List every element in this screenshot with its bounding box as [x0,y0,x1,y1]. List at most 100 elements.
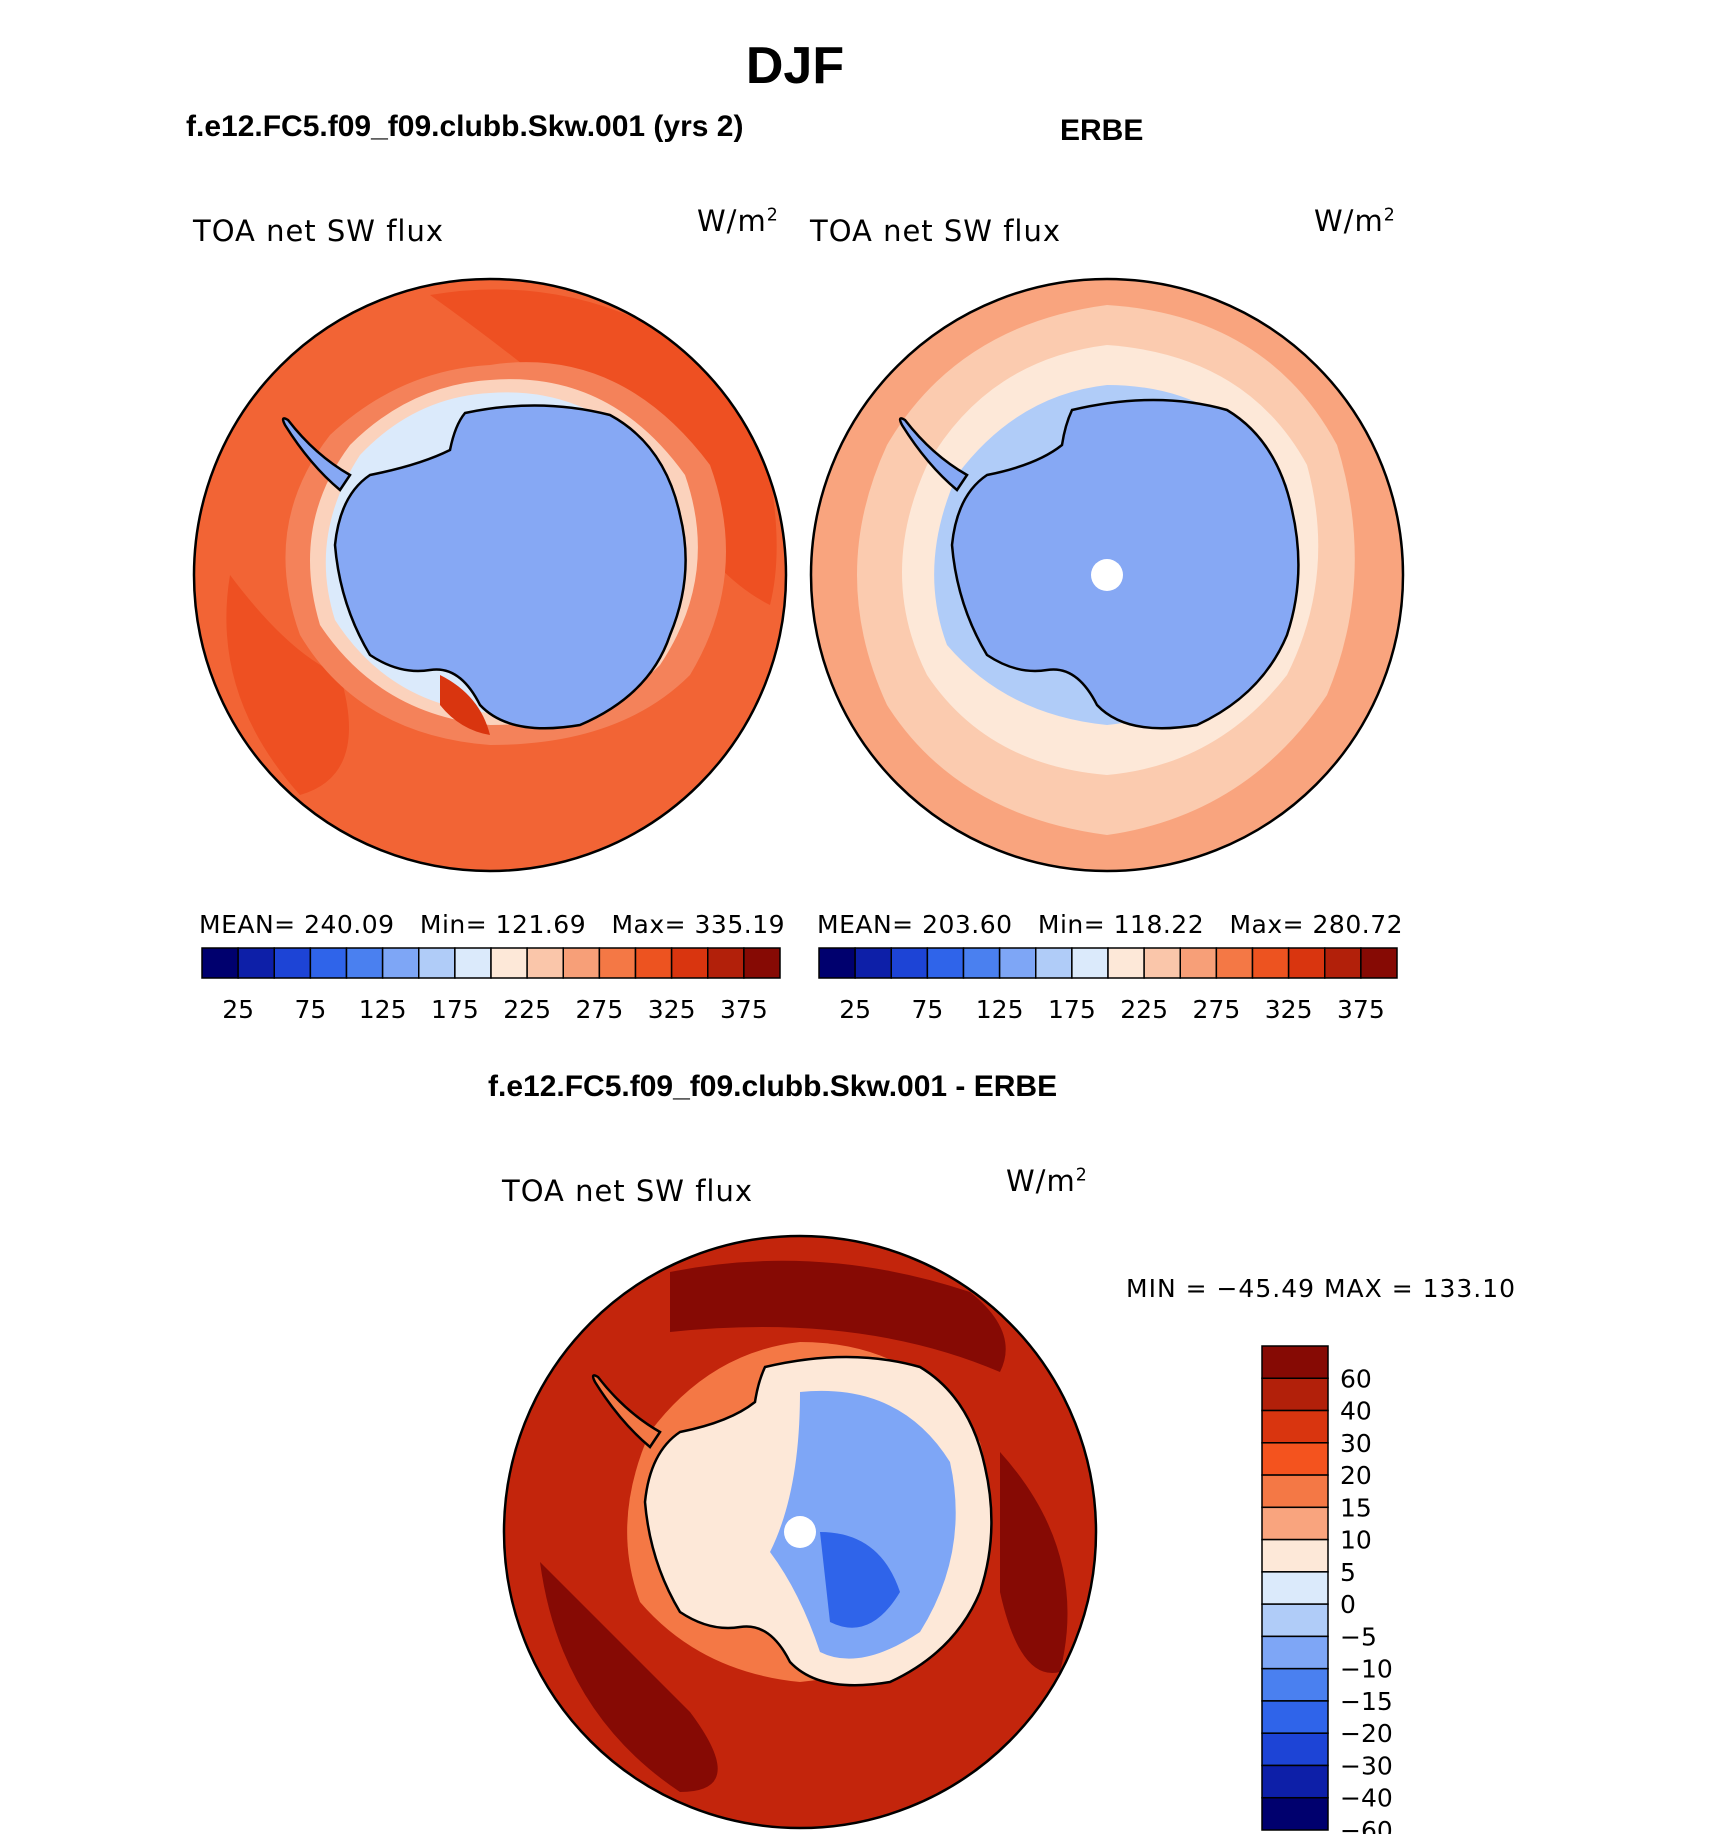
obs-colorbar-tick-label: 75 [911,995,943,1024]
obs-antarctica [950,398,1300,730]
model-colorbar-tick-label: 25 [222,995,254,1024]
model-colorbar-swatch [598,947,637,979]
diff-pole-hole [784,1516,816,1548]
model-colorbar-swatch [634,947,673,979]
diff-colorbar-tick-label: 40 [1340,1397,1372,1426]
model-stats-label: MEAN= 240.09 Min= 121.69 Max= 335.19 [199,910,786,939]
diff-colorbar-swatch [1261,1377,1329,1412]
diff-colorbar-swatch [1261,1764,1329,1799]
obs-units-exp: 2 [1383,205,1396,226]
diff-colorbar-swatch [1261,1506,1329,1541]
diff-colorbar-tick-label: −5 [1340,1622,1377,1651]
obs-colorbar-swatch [998,947,1037,979]
diff-units-exp: 2 [1075,1165,1088,1186]
diff-colorbar-tick-label: 20 [1340,1461,1372,1490]
diff-colorbar-swatch [1261,1635,1329,1670]
diff-colorbar-tick-label: 60 [1340,1364,1372,1393]
obs-pole-hole [1091,559,1123,591]
obs-colorbar-tick-label: 175 [1048,995,1096,1024]
obs-colorbar-swatch [890,947,929,979]
diff-colorbar-swatch [1261,1732,1329,1767]
obs-colorbar-swatch [1215,947,1254,979]
obs-colorbar-tick-label: 25 [839,995,871,1024]
diff-colorbar-tick-label: −40 [1340,1784,1393,1813]
obs-colorbar-tick-label: 325 [1265,995,1313,1024]
obs-peninsula [898,417,969,492]
model-colorbar-swatch [454,947,492,979]
model-colorbar-tick-label: 225 [503,995,551,1024]
model-high-band [226,575,349,795]
obs-polar-map [809,277,1405,873]
diff-colorbar-swatch [1261,1796,1329,1831]
model-colorbar-tick-label: 275 [576,995,624,1024]
diff-units-base: W/m [1006,1164,1076,1198]
obs-colorbar-tick-label: 225 [1120,995,1168,1024]
season-title: DJF [745,37,845,95]
diff-colorbar-swatch [1261,1538,1329,1573]
model-colorbar-swatch [201,947,239,979]
model-colorbar-swatch [237,947,275,979]
diff-colorbar: 60 40 30 20 15 10 5 0 −5 −10 −15 −20 −30 −40 −60 [1261,1345,1393,1834]
model-peninsula [281,417,352,492]
diff-variable-label: TOA net SW flux [502,1174,754,1208]
diff-colorbar-swatch [1261,1571,1329,1605]
obs-colorbar-swatch [1251,947,1290,979]
model-colorbar-swatch [490,947,528,979]
model-colorbar-swatch [743,947,781,979]
model-colorbar-swatch [381,947,420,979]
obs-colorbar-tick-label: 375 [1337,995,1385,1024]
difference-polar-map [502,1234,1098,1830]
diff-colorbar-tick-label: −20 [1340,1719,1393,1748]
diff-colorbar-swatch [1261,1667,1329,1702]
model-colorbar-tick-label: 75 [294,995,326,1024]
obs-colorbar-swatch [1107,947,1145,979]
model-polar-map [192,277,788,873]
diff-units-label: W/m2 [1006,1164,1088,1198]
diff-extreme-band [1000,1452,1068,1673]
diff-negative-core [820,1532,900,1628]
model-colorbar-swatch [562,947,601,979]
diff-minmax-label: MIN = −45.49 MAX = 133.10 [1126,1274,1517,1303]
model-colorbar-tick-label: 325 [648,995,696,1024]
model-antarctica [333,404,687,730]
model-colorbar-swatch [345,947,384,979]
diff-colorbar-swatch [1261,1474,1329,1509]
obs-colorbar-swatch [962,947,1001,979]
diff-extreme-band [670,1260,1006,1372]
obs-units-base: W/m [1314,204,1384,238]
model-ross-warm-spot [440,675,490,735]
model-colorbar-swatch [526,947,564,979]
diff-negative-region [770,1390,956,1659]
left-panel-title: f.e12.FC5.f09_f09.clubb.Skw.001 (yrs 2) [186,110,744,143]
model-units-base: W/m [697,204,767,238]
diff-colorbar-swatch [1261,1345,1329,1380]
model-colorbar-tick-label: 375 [720,995,768,1024]
model-colorbar-swatch [418,947,456,979]
diff-colorbar-tick-label: 15 [1340,1493,1372,1522]
obs-map-border [809,277,1405,873]
model-colorbar-swatch [273,947,312,979]
diff-peninsula [591,1374,662,1449]
diff-colorbar-tick-label: 30 [1340,1429,1372,1458]
diff-map-border [502,1234,1098,1830]
diff-colorbar-tick-label: −10 [1340,1655,1393,1684]
model-units-exp: 2 [766,205,779,226]
diff-colorbar-tick-label: 0 [1340,1590,1356,1619]
diff-extreme-band [540,1562,718,1792]
obs-colorbar-swatch [1071,947,1109,979]
diff-colorbar-swatch [1261,1603,1329,1638]
difference-panel-title: f.e12.FC5.f09_f09.clubb.Skw.001 - ERBE [488,1070,1058,1103]
obs-colorbar: 25 75 125 175 225 275 325 375 [818,947,1398,1024]
obs-colorbar-swatch [1035,947,1073,979]
model-colorbar-tick-label: 125 [359,995,407,1024]
obs-colorbar-swatch [818,947,856,979]
diff-colorbar-swatch [1261,1409,1329,1444]
diff-colorbar-tick-label: −30 [1340,1751,1393,1780]
diff-colorbar-tick-label: 5 [1340,1558,1356,1587]
diff-colorbar-swatch [1261,1700,1329,1734]
obs-variable-label: TOA net SW flux [810,214,1062,248]
diff-colorbar-tick-label: 10 [1340,1526,1372,1555]
obs-colorbar-swatch [1179,947,1218,979]
model-variable-label: TOA net SW flux [193,214,445,248]
obs-colorbar-swatch [926,947,965,979]
